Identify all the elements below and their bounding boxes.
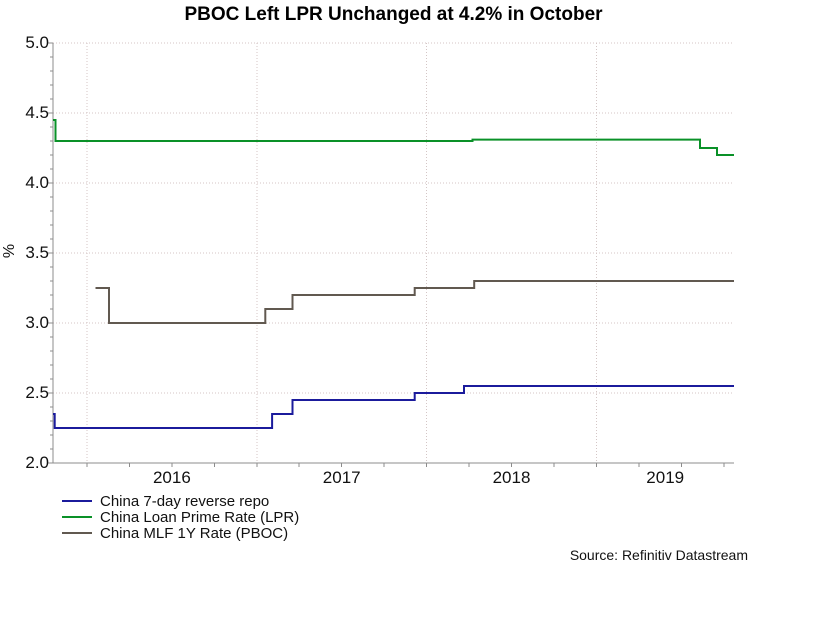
y-axis-tick-label: 3.5 xyxy=(25,243,49,262)
x-axis-tick-label: 2018 xyxy=(492,468,531,487)
legend-line-swatch xyxy=(62,500,92,502)
y-axis-tick-label: 3.0 xyxy=(25,313,49,332)
y-axis-tick-label: 4.0 xyxy=(25,173,49,192)
legend-item: China Loan Prime Rate (LPR) xyxy=(62,510,299,526)
x-axis-tick-label: 2017 xyxy=(322,468,361,487)
legend-line-swatch xyxy=(62,532,92,534)
y-axis-tick-label: 2.5 xyxy=(25,383,49,402)
y-axis-tick-label: 4.5 xyxy=(25,103,49,122)
source-note: Source: Refinitiv Datastream xyxy=(569,547,748,563)
series-line xyxy=(95,280,734,324)
legend-item: China 7-day reverse repo xyxy=(62,494,269,510)
y-axis-tick-label: 5.0 xyxy=(25,33,49,52)
legend-label: China Loan Prime Rate (LPR) xyxy=(100,509,300,526)
series-line xyxy=(53,385,734,429)
legend-line-swatch xyxy=(62,516,92,518)
legend-label: China MLF 1Y Rate (PBOC) xyxy=(100,525,289,542)
legend-item: China MLF 1Y Rate (PBOC) xyxy=(62,526,288,542)
x-axis-tick-label: 2019 xyxy=(646,468,685,487)
chart-title: PBOC Left LPR Unchanged at 4.2% in Octob… xyxy=(184,4,603,25)
y-axis-tick-label: 2.0 xyxy=(25,453,49,472)
series-line xyxy=(53,119,734,156)
x-axis-tick-label: 2016 xyxy=(152,468,191,487)
legend-label: China 7-day reverse repo xyxy=(100,493,270,510)
